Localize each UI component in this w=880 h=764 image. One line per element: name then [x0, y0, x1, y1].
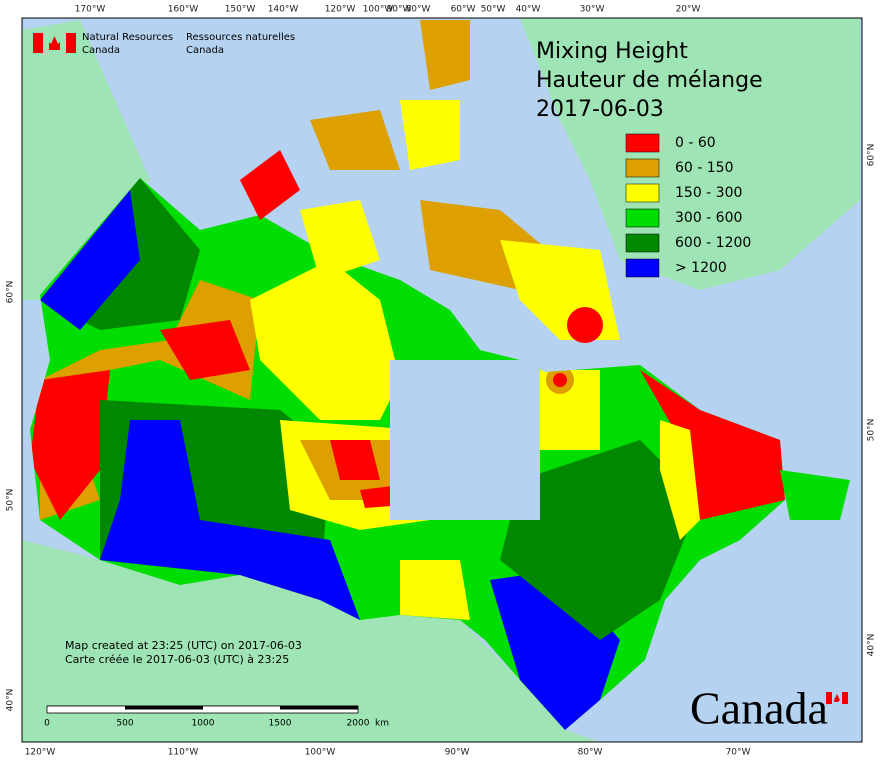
graticule-label: 100°W	[305, 748, 336, 758]
gov-flag	[33, 33, 76, 53]
agency-fr: Ressources naturelles	[186, 32, 295, 43]
map-title: Hauteur de mélange	[536, 68, 763, 93]
graticule-label: 140°W	[268, 5, 299, 15]
legend-label: 150 - 300	[675, 185, 742, 201]
graticule-label: 80°W	[406, 5, 431, 15]
agency-en: Canada	[82, 45, 120, 56]
legend-label: 0 - 60	[675, 135, 716, 151]
graticule-label: 120°W	[325, 5, 356, 15]
legend-swatch	[625, 258, 660, 278]
graticule-label: 30°W	[580, 5, 605, 15]
usa	[22, 540, 600, 742]
greenland	[520, 18, 860, 290]
legend-label: 300 - 600	[675, 210, 742, 226]
graticule-label: 40°W	[516, 5, 541, 15]
legend-label: > 1200	[675, 260, 727, 276]
agency-fr: Canada	[186, 45, 224, 56]
graticule-label: 60°N	[867, 144, 877, 167]
graticule-label: 120°W	[25, 748, 56, 758]
arctic-island	[400, 100, 460, 170]
arctic-island	[240, 150, 300, 220]
scale-label: 2000	[347, 719, 370, 729]
graticule-label: 40°N	[6, 689, 16, 712]
scale-label: 500	[116, 719, 133, 729]
map-title: 2017-06-03	[536, 97, 664, 122]
legend-swatch	[625, 208, 660, 228]
graticule-label: 50°W	[481, 5, 506, 15]
graticule-label: 50°N	[6, 489, 16, 512]
legend-label: 600 - 1200	[675, 235, 751, 251]
wordmark: Canada	[690, 683, 828, 734]
scale-label: 0	[44, 719, 50, 729]
legend-label: 60 - 150	[675, 160, 734, 176]
graticule-label: 50°N	[867, 419, 877, 442]
map-title: Mixing Height	[536, 39, 688, 64]
graticule-label: 100°W	[363, 5, 394, 15]
graticule-label: 70°W	[726, 748, 751, 758]
frame	[21, 17, 863, 743]
graticule-label: 60°W	[451, 5, 476, 15]
scale-bar	[125, 706, 203, 710]
footer-note: Carte créée le 2017-06-03 (UTC) à 23:25	[65, 653, 289, 666]
graticule-label: 110°W	[168, 748, 199, 758]
arctic-island	[300, 200, 380, 280]
alaska	[22, 20, 150, 300]
wordmark-flag	[826, 692, 848, 704]
graticule-label: 90°W	[445, 748, 470, 758]
graticule-label: 160°W	[168, 5, 199, 15]
graticule-label: 90°W	[387, 5, 412, 15]
footer-note: Map created at 23:25 (UTC) on 2017-06-03	[65, 639, 302, 652]
ellesmere	[420, 20, 470, 90]
legend-swatch	[625, 133, 660, 153]
graticule-label: 150°W	[225, 5, 256, 15]
newfoundland	[780, 470, 850, 520]
legend-swatch	[625, 233, 660, 253]
scale-unit: km	[375, 719, 389, 729]
graticule-label: 170°W	[75, 5, 106, 15]
legend-swatch	[625, 183, 660, 203]
agency-en: Natural Resources	[82, 32, 173, 43]
legend-swatch	[625, 158, 660, 178]
graticule-label: 80°W	[578, 748, 603, 758]
arctic-island	[310, 110, 400, 170]
graticule-label: 60°N	[6, 281, 16, 304]
scale-label: 1000	[192, 719, 215, 729]
graticule-label: 20°W	[676, 5, 701, 15]
scale-bar	[280, 706, 358, 710]
graticule-label: 40°N	[867, 634, 877, 657]
low-zone	[567, 307, 603, 343]
scale-label: 1500	[269, 719, 292, 729]
